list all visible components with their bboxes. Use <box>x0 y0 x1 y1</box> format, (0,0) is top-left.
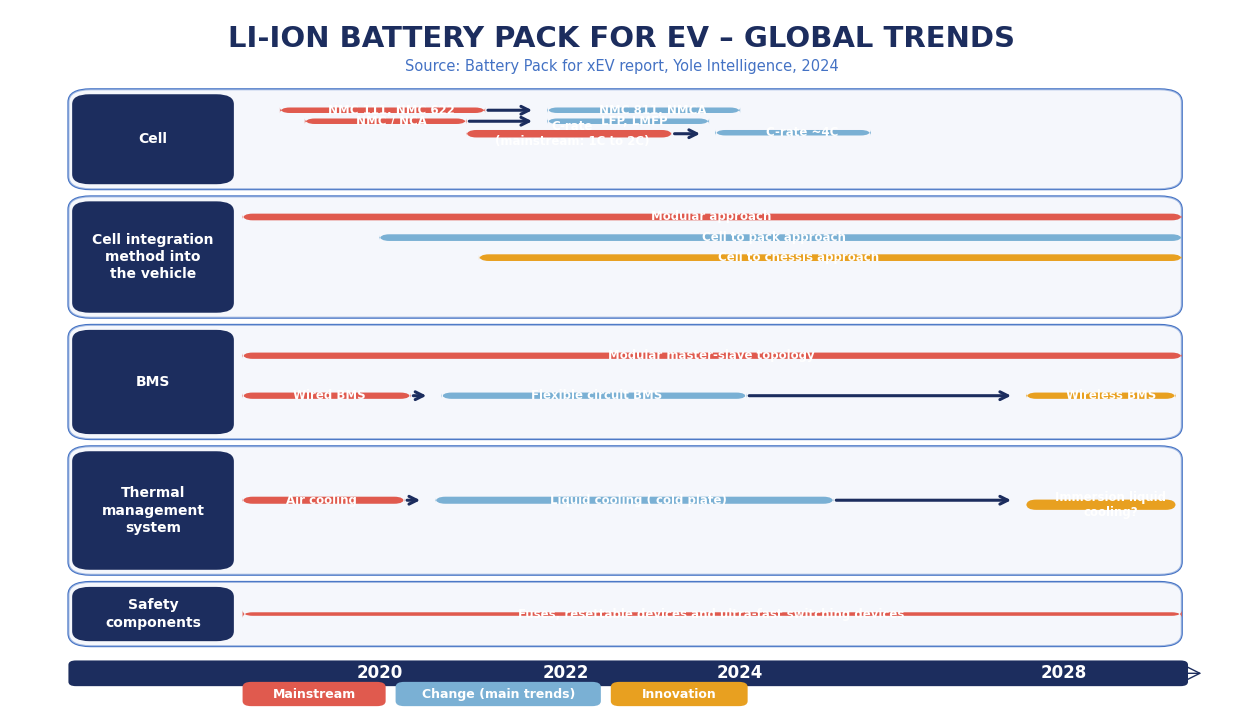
FancyBboxPatch shape <box>72 201 234 313</box>
FancyBboxPatch shape <box>68 660 1188 686</box>
FancyBboxPatch shape <box>611 682 748 706</box>
FancyBboxPatch shape <box>68 582 1182 646</box>
FancyBboxPatch shape <box>1026 500 1176 510</box>
FancyBboxPatch shape <box>72 330 234 434</box>
Text: Mainstream: Mainstream <box>272 688 356 700</box>
Text: NMC / NCA: NMC / NCA <box>357 115 427 128</box>
Text: Flexible circuit BMS: Flexible circuit BMS <box>531 389 663 402</box>
Text: Wired BMS: Wired BMS <box>294 389 366 402</box>
FancyBboxPatch shape <box>547 119 709 124</box>
Text: Modular master-slave topology: Modular master-slave topology <box>608 349 815 362</box>
Text: Cell to chessis approach: Cell to chessis approach <box>718 251 880 264</box>
Text: Wireless BMS: Wireless BMS <box>1066 389 1156 402</box>
FancyBboxPatch shape <box>379 234 1182 241</box>
Text: Immersion liquid
cooling?: Immersion liquid cooling? <box>1055 491 1167 519</box>
FancyBboxPatch shape <box>479 254 1182 261</box>
Text: C-rate
(mainstream: 1C to 2C): C-rate (mainstream: 1C to 2C) <box>495 120 649 148</box>
FancyBboxPatch shape <box>243 213 1182 221</box>
Text: NMC 111, NMC 622: NMC 111, NMC 622 <box>328 104 455 117</box>
FancyBboxPatch shape <box>305 119 466 124</box>
Text: Cell integration
method into
the vehicle: Cell integration method into the vehicle <box>92 233 214 281</box>
Text: 2024: 2024 <box>717 664 764 683</box>
FancyBboxPatch shape <box>466 130 672 138</box>
Text: Thermal
management
system: Thermal management system <box>102 486 204 535</box>
Text: Cell: Cell <box>138 132 168 146</box>
Text: 2028: 2028 <box>1040 664 1087 683</box>
Text: Change (main trends): Change (main trends) <box>422 688 575 700</box>
FancyBboxPatch shape <box>715 130 871 136</box>
FancyBboxPatch shape <box>72 451 234 570</box>
FancyBboxPatch shape <box>243 497 404 504</box>
FancyBboxPatch shape <box>547 107 740 114</box>
Text: Fuses, resettable devices and ultra-fast switching devices: Fuses, resettable devices and ultra-fast… <box>519 608 904 620</box>
FancyBboxPatch shape <box>435 497 833 504</box>
FancyBboxPatch shape <box>442 393 746 399</box>
Text: Air cooling: Air cooling <box>286 493 356 507</box>
FancyBboxPatch shape <box>68 325 1182 439</box>
FancyBboxPatch shape <box>72 94 234 184</box>
FancyBboxPatch shape <box>72 587 234 641</box>
FancyBboxPatch shape <box>68 446 1182 575</box>
Text: LFP, LMFP: LFP, LMFP <box>601 115 668 128</box>
FancyBboxPatch shape <box>280 107 485 114</box>
FancyBboxPatch shape <box>68 196 1182 318</box>
Text: 2020: 2020 <box>356 664 403 683</box>
Text: LI-ION BATTERY PACK FOR EV – GLOBAL TRENDS: LI-ION BATTERY PACK FOR EV – GLOBAL TREN… <box>229 25 1015 53</box>
Text: C-rate ~4C: C-rate ~4C <box>766 126 838 139</box>
Text: Source: Battery Pack for xEV report, Yole Intelligence, 2024: Source: Battery Pack for xEV report, Yol… <box>406 59 838 74</box>
FancyBboxPatch shape <box>68 89 1182 189</box>
FancyBboxPatch shape <box>68 582 1182 646</box>
FancyBboxPatch shape <box>68 89 1182 189</box>
FancyBboxPatch shape <box>243 353 1182 359</box>
Text: Safety
components: Safety components <box>104 598 202 630</box>
FancyBboxPatch shape <box>243 682 386 706</box>
Text: Liquid cooling ( cold plate): Liquid cooling ( cold plate) <box>550 493 726 507</box>
Text: Cell to pack approach: Cell to pack approach <box>702 231 846 244</box>
Text: BMS: BMS <box>136 375 170 389</box>
FancyBboxPatch shape <box>1026 393 1176 399</box>
FancyBboxPatch shape <box>396 682 601 706</box>
FancyBboxPatch shape <box>243 610 1182 618</box>
FancyBboxPatch shape <box>68 446 1182 575</box>
FancyBboxPatch shape <box>68 325 1182 439</box>
Text: NMC 811, NMCA: NMC 811, NMCA <box>600 104 707 117</box>
Text: 2022: 2022 <box>542 664 590 683</box>
Text: Innovation: Innovation <box>642 688 717 700</box>
FancyBboxPatch shape <box>68 196 1182 318</box>
FancyBboxPatch shape <box>243 393 411 399</box>
Text: Modular approach: Modular approach <box>652 211 771 223</box>
